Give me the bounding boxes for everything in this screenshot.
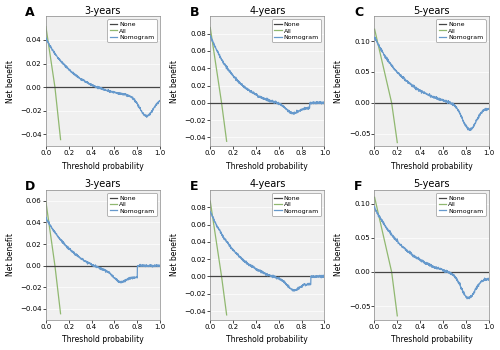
Title: 3-years: 3-years <box>85 179 121 189</box>
Text: A: A <box>25 6 35 19</box>
Legend: None, All, Nomogram: None, All, Nomogram <box>108 193 157 216</box>
Title: 3-years: 3-years <box>85 6 121 15</box>
Text: D: D <box>25 180 35 193</box>
Y-axis label: Net benefit: Net benefit <box>6 233 15 276</box>
Legend: None, All, Nomogram: None, All, Nomogram <box>436 193 486 216</box>
Legend: None, All, Nomogram: None, All, Nomogram <box>272 20 322 42</box>
Y-axis label: Net benefit: Net benefit <box>170 233 179 276</box>
X-axis label: Threshold probability: Threshold probability <box>391 162 472 171</box>
Text: B: B <box>190 6 199 19</box>
Title: 4-years: 4-years <box>249 6 286 15</box>
Text: C: C <box>354 6 363 19</box>
Title: 5-years: 5-years <box>414 6 450 15</box>
X-axis label: Threshold probability: Threshold probability <box>391 335 472 344</box>
Y-axis label: Net benefit: Net benefit <box>170 60 179 103</box>
X-axis label: Threshold probability: Threshold probability <box>226 162 308 171</box>
Y-axis label: Net benefit: Net benefit <box>6 60 15 103</box>
Title: 5-years: 5-years <box>414 179 450 189</box>
Text: E: E <box>190 180 198 193</box>
Legend: None, All, Nomogram: None, All, Nomogram <box>272 193 322 216</box>
Legend: None, All, Nomogram: None, All, Nomogram <box>436 20 486 42</box>
Y-axis label: Net benefit: Net benefit <box>334 233 344 276</box>
Text: F: F <box>354 180 362 193</box>
X-axis label: Threshold probability: Threshold probability <box>62 335 144 344</box>
Y-axis label: Net benefit: Net benefit <box>334 60 344 103</box>
X-axis label: Threshold probability: Threshold probability <box>226 335 308 344</box>
X-axis label: Threshold probability: Threshold probability <box>62 162 144 171</box>
Title: 4-years: 4-years <box>249 179 286 189</box>
Legend: None, All, Nomogram: None, All, Nomogram <box>108 20 157 42</box>
